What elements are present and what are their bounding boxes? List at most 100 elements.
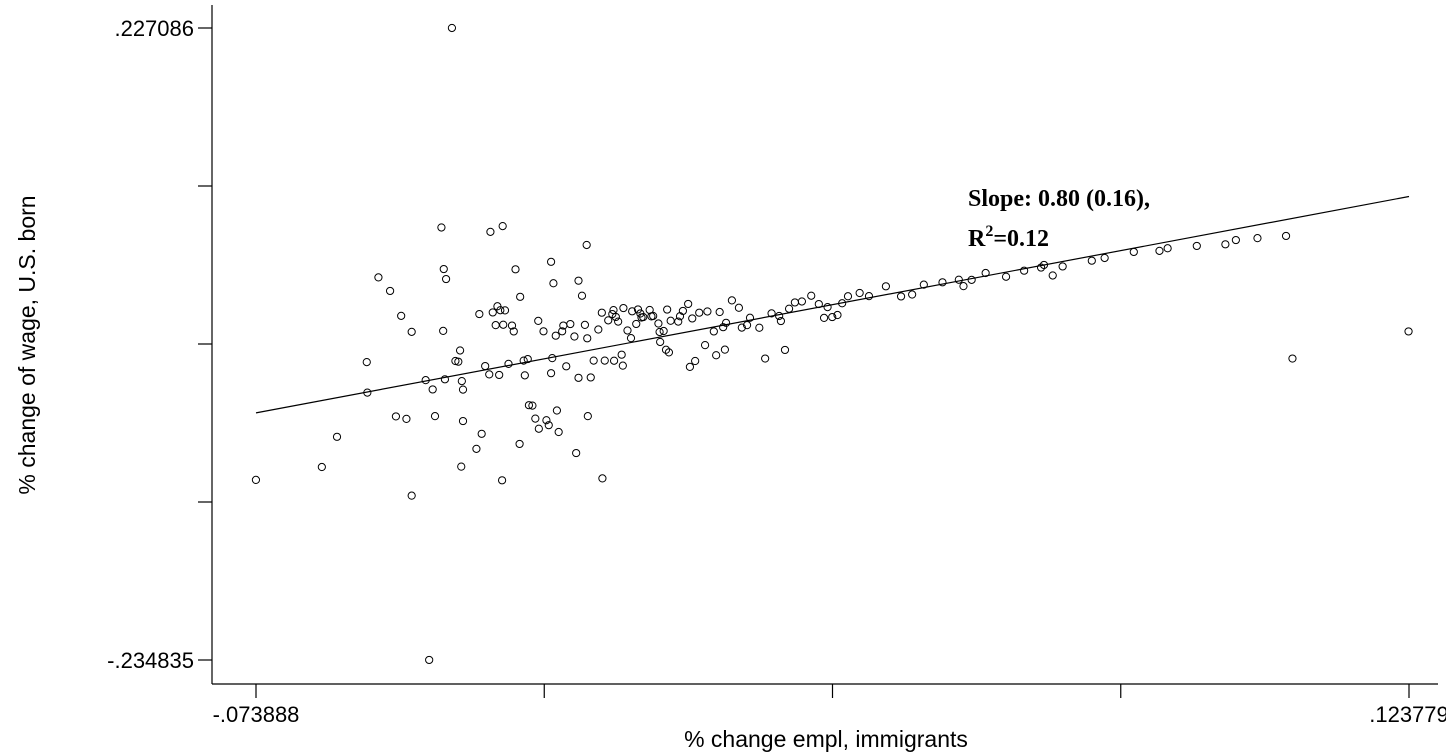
- data-point: [454, 357, 463, 366]
- data-point: [967, 275, 976, 284]
- data-point: [534, 316, 543, 326]
- data-point: [833, 310, 842, 320]
- data-point: [742, 321, 752, 330]
- data-point: [719, 323, 728, 332]
- data-point: [761, 354, 770, 363]
- data-point: [589, 356, 598, 365]
- data-point: [745, 313, 755, 322]
- data-point: [362, 357, 371, 367]
- data-point: [614, 317, 623, 326]
- data-point: [552, 406, 562, 415]
- data-point: [1001, 272, 1011, 281]
- data-point: [734, 303, 744, 312]
- plot-frame: [211, 5, 1438, 685]
- y-tick-label: -.234835: [107, 648, 194, 673]
- data-point: [655, 327, 664, 337]
- data-point: [685, 362, 695, 371]
- data-point: [1281, 231, 1291, 241]
- data-point: [458, 385, 468, 394]
- data-point: [609, 306, 618, 315]
- data-point: [664, 348, 674, 357]
- data-point: [425, 655, 434, 665]
- data-point: [896, 292, 906, 301]
- data-point: [472, 444, 481, 453]
- data-point: [981, 268, 990, 278]
- data-point: [959, 282, 968, 291]
- data-point: [663, 305, 672, 314]
- data-point: [1221, 240, 1230, 249]
- data-point: [447, 23, 457, 33]
- data-point: [539, 327, 548, 336]
- data-point: [534, 424, 543, 433]
- data-point: [767, 309, 776, 318]
- data-point: [1036, 263, 1046, 272]
- data-point: [1039, 260, 1049, 270]
- data-point: [700, 341, 710, 350]
- data-point: [385, 286, 395, 296]
- x-axis-ticks: -.073888 .123779: [213, 684, 1446, 727]
- data-point: [481, 361, 490, 371]
- data-point: [938, 278, 947, 287]
- data-point: [507, 321, 517, 330]
- data-point: [430, 412, 440, 421]
- data-point: [604, 316, 613, 325]
- x-tick-label: -.073888: [213, 702, 300, 727]
- data-point: [1253, 234, 1262, 243]
- data-point: [1129, 247, 1138, 257]
- data-point: [1087, 256, 1096, 265]
- data-point: [609, 356, 619, 365]
- data-point: [572, 448, 581, 458]
- data-point: [919, 280, 928, 289]
- data-point: [790, 298, 800, 307]
- data-point: [566, 319, 575, 329]
- data-point: [516, 292, 525, 301]
- data-point: [495, 370, 504, 380]
- data-point: [437, 223, 446, 232]
- x-tick-label: .123779: [1369, 702, 1446, 727]
- data-point: [546, 369, 556, 378]
- data-point: [666, 316, 675, 325]
- data-point: [709, 327, 718, 336]
- data-point: [544, 421, 553, 430]
- data-point: [678, 306, 688, 316]
- data-point: [439, 326, 448, 336]
- data-point: [407, 327, 416, 336]
- data-point: [807, 291, 816, 300]
- data-point: [441, 274, 451, 284]
- data-point: [1100, 253, 1109, 263]
- data-point: [797, 297, 807, 306]
- scatter-points: [251, 23, 1413, 665]
- data-point: [1288, 354, 1297, 363]
- data-point: [519, 356, 528, 365]
- data-point: [720, 345, 730, 354]
- data-point: [515, 439, 524, 449]
- data-point: [491, 321, 500, 330]
- data-point: [628, 307, 637, 316]
- data-point: [440, 375, 450, 384]
- data-point: [317, 462, 326, 472]
- data-point: [617, 350, 626, 359]
- data-point: [577, 291, 587, 300]
- data-point: [776, 316, 786, 326]
- data-point: [755, 323, 764, 332]
- data-point: [594, 325, 603, 334]
- data-point: [1020, 266, 1029, 275]
- data-point: [661, 345, 671, 354]
- y-axis-ticks: .227086 -.234835: [107, 16, 212, 673]
- r2-suffix: =0.12: [993, 226, 1049, 252]
- data-point: [374, 273, 383, 282]
- data-point: [546, 257, 556, 266]
- data-point: [570, 332, 579, 341]
- data-point: [498, 221, 507, 231]
- data-point: [632, 319, 641, 329]
- y-tick-label: .227086: [114, 16, 194, 41]
- data-point: [691, 356, 700, 366]
- data-point: [1404, 327, 1413, 336]
- data-point: [477, 429, 486, 438]
- data-point: [1048, 271, 1057, 280]
- data-point: [598, 474, 607, 483]
- data-point: [639, 312, 648, 322]
- data-point: [1163, 244, 1172, 253]
- data-point: [509, 327, 518, 336]
